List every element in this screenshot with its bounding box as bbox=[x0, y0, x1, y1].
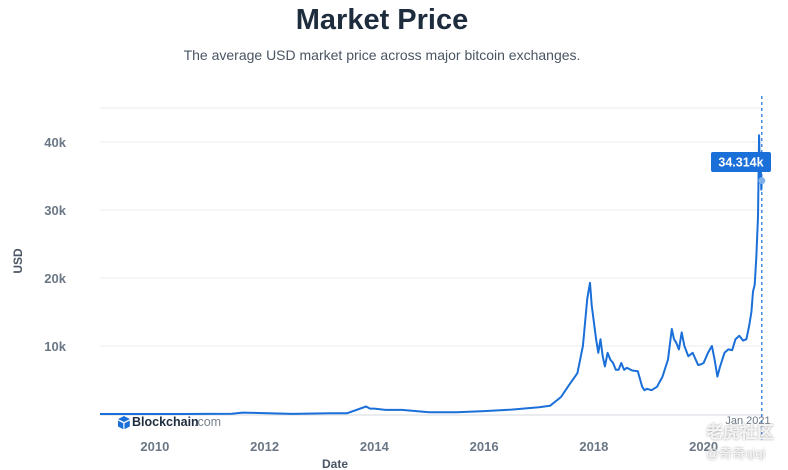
brand-name: Blockchain bbox=[132, 415, 199, 429]
blockchain-logo: Blockchain .com bbox=[118, 415, 221, 430]
y-tick-label: 30k bbox=[44, 203, 66, 218]
community-watermark: 老虎社区 @奇奇qiqi bbox=[706, 418, 774, 462]
x-axis-title: Date bbox=[322, 457, 348, 470]
x-tick-label: 2016 bbox=[470, 439, 499, 454]
tooltip-box bbox=[711, 152, 771, 172]
hover-point[interactable] bbox=[758, 177, 766, 185]
page-subtitle: The average USD market price across majo… bbox=[183, 47, 581, 63]
blockchain-logo-icon bbox=[118, 416, 130, 430]
y-tick-label: 20k bbox=[44, 271, 66, 286]
y-tick-label: 10k bbox=[44, 339, 66, 354]
value-tooltip: 34.314k bbox=[711, 152, 771, 172]
tooltip-date: Jan 2021 bbox=[725, 415, 770, 427]
x-tick-label: 2010 bbox=[140, 439, 169, 454]
page-title: Market Price bbox=[295, 4, 469, 36]
x-tick-label: 2012 bbox=[250, 439, 279, 454]
y-axis-ticks: 10k 20k 30k 40k bbox=[44, 135, 66, 354]
y-tick-label: 40k bbox=[44, 135, 66, 150]
watermark-line-2: @奇奇qiqi bbox=[706, 446, 766, 461]
x-axis-ticks: 2010 2012 2014 2016 2018 2020 bbox=[140, 439, 718, 454]
x-tick-label: 2018 bbox=[579, 439, 608, 454]
y-axis-title: USD bbox=[11, 248, 25, 274]
tooltip-value: 34.314k bbox=[718, 156, 763, 170]
price-series-line bbox=[100, 134, 763, 415]
chart-grid bbox=[100, 107, 764, 347]
watermark-line-1: 老虎社区 bbox=[706, 423, 774, 442]
x-tick-label: 2020 bbox=[689, 439, 718, 454]
brand-suffix: .com bbox=[194, 415, 221, 429]
x-tick-label: 2014 bbox=[360, 439, 390, 454]
